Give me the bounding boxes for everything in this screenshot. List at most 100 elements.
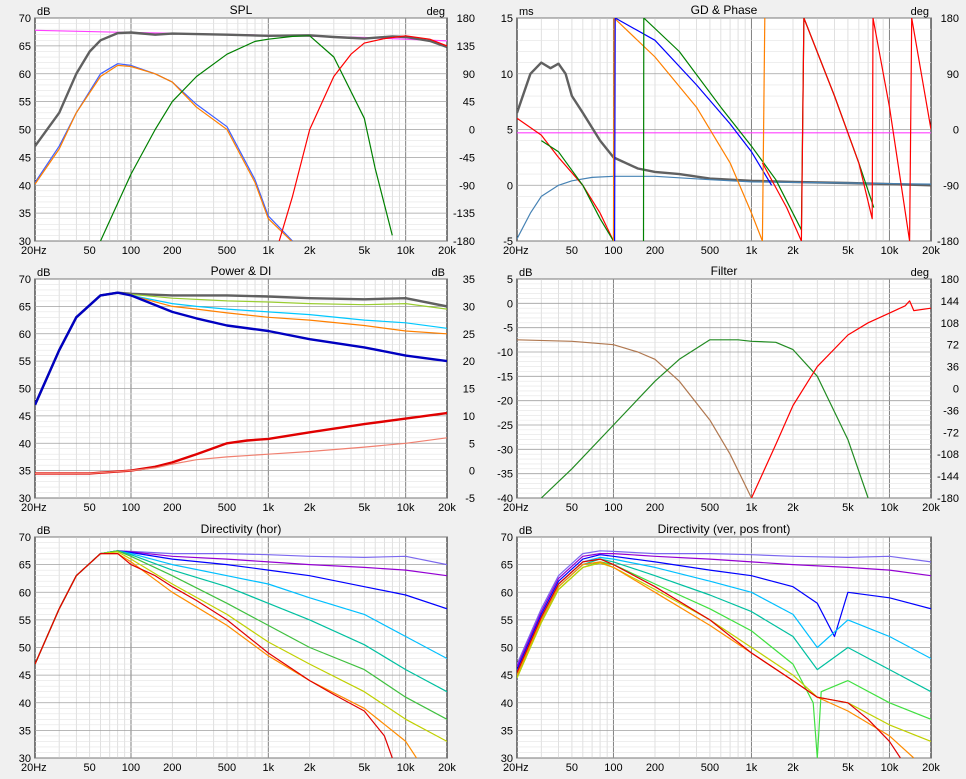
chart-title: SPL bbox=[230, 3, 253, 17]
x-tick-label: 500 bbox=[218, 502, 236, 514]
x-tick-label: 200 bbox=[646, 245, 664, 257]
y2-tick-label: 36 bbox=[947, 362, 959, 374]
y2-tick-label: 5 bbox=[469, 438, 475, 450]
x-tick-label: 100 bbox=[604, 245, 622, 257]
y-tick-label: 70 bbox=[19, 532, 31, 544]
series-line bbox=[517, 554, 931, 670]
x-tick-label: 100 bbox=[122, 502, 140, 514]
y2-tick-label: 135 bbox=[457, 41, 475, 53]
y2-tick-label: -180 bbox=[937, 236, 959, 248]
chart-panel: SPL dB deg 30 35 40 45 50 55 60 65 70 -180 -135 -90 -45… bbox=[19, 3, 475, 257]
x-tick-label: 200 bbox=[163, 245, 181, 257]
series-line bbox=[35, 64, 293, 241]
y-tick-label: 55 bbox=[501, 615, 513, 627]
x-tick-label: 20k bbox=[438, 762, 456, 774]
y-tick-label: 50 bbox=[19, 643, 31, 655]
x-tick-label: 10k bbox=[881, 502, 899, 514]
y-tick-label: 0 bbox=[507, 298, 513, 310]
x-tick-label: 20k bbox=[922, 245, 940, 257]
x-tick-label: 10k bbox=[881, 245, 899, 257]
y-tick-label: 60 bbox=[19, 587, 31, 599]
y-tick-label: 50 bbox=[19, 125, 31, 137]
x-tick-label: 100 bbox=[604, 762, 622, 774]
x-tick-label: 10k bbox=[397, 245, 415, 257]
x-tick-label: 50 bbox=[566, 762, 578, 774]
series-line bbox=[35, 553, 393, 758]
y2-tick-label: 72 bbox=[947, 340, 959, 352]
chart-panel: Directivity (hor) dB 30 35 40 45 50 55 60 65 70 20H… bbox=[19, 522, 457, 774]
y2-tick-label: 180 bbox=[457, 13, 475, 25]
y-tick-label: 5 bbox=[507, 274, 513, 286]
y-tick-label: 65 bbox=[19, 301, 31, 313]
x-tick-label: 5k bbox=[359, 502, 371, 514]
y-tick-label: -20 bbox=[497, 396, 513, 408]
y2-tick-label: 25 bbox=[463, 329, 475, 341]
y-tick-label: -10 bbox=[497, 347, 513, 359]
y-tick-label: -30 bbox=[497, 444, 513, 456]
x-tick-label: 1k bbox=[746, 245, 758, 257]
x-tick-label: 50 bbox=[566, 502, 578, 514]
y2-axis-unit: deg bbox=[911, 6, 929, 18]
x-tick-label: 100 bbox=[604, 502, 622, 514]
x-tick-label: 20k bbox=[922, 762, 940, 774]
x-tick-label: 100 bbox=[122, 245, 140, 257]
x-tick-label: 20k bbox=[438, 502, 456, 514]
series-line bbox=[35, 437, 447, 474]
x-tick-label: 5k bbox=[359, 245, 371, 257]
y-axis-unit: dB bbox=[519, 267, 532, 279]
x-tick-label: 200 bbox=[646, 502, 664, 514]
series-line bbox=[517, 339, 753, 498]
y2-tick-label: 144 bbox=[941, 296, 959, 308]
x-tick-label: 50 bbox=[566, 245, 578, 257]
chart-panel: GD & Phase ms deg -5 0 5 10 15 -180 -90 0 90 180 20Hz… bbox=[501, 3, 959, 257]
y-tick-label: 45 bbox=[19, 152, 31, 164]
series-line bbox=[517, 175, 931, 240]
y2-tick-label: 0 bbox=[953, 125, 959, 137]
chart-title: Directivity (hor) bbox=[201, 522, 282, 536]
y-tick-label: 15 bbox=[501, 13, 513, 25]
y2-tick-label: -45 bbox=[459, 152, 475, 164]
series-line bbox=[614, 18, 773, 241]
x-tick-label: 20k bbox=[922, 502, 940, 514]
x-tick-label: 2k bbox=[304, 245, 316, 257]
chart-panel: Directivity (ver, pos front) dB 30 35 40 45 50… bbox=[501, 522, 941, 774]
y-tick-label: 30 bbox=[19, 493, 31, 505]
x-tick-label: 2k bbox=[304, 762, 316, 774]
x-tick-label: 200 bbox=[646, 762, 664, 774]
y-tick-label: -5 bbox=[503, 236, 513, 248]
series-line bbox=[750, 300, 931, 498]
y2-tick-label: 180 bbox=[941, 274, 959, 286]
series-line bbox=[35, 31, 447, 147]
y2-axis-unit: dB bbox=[432, 267, 445, 279]
x-tick-label: 1k bbox=[263, 762, 275, 774]
y-tick-label: 45 bbox=[501, 670, 513, 682]
y2-tick-label: -90 bbox=[459, 180, 475, 192]
y-tick-label: 35 bbox=[501, 725, 513, 737]
y2-tick-label: 0 bbox=[953, 384, 959, 396]
y-tick-label: 55 bbox=[19, 615, 31, 627]
x-tick-label: 10k bbox=[397, 502, 415, 514]
x-tick-label: 50 bbox=[84, 245, 96, 257]
y2-tick-label: 108 bbox=[941, 318, 959, 330]
y-axis-unit: dB bbox=[37, 267, 50, 279]
y-tick-label: 55 bbox=[19, 97, 31, 109]
x-tick-label: 50 bbox=[84, 502, 96, 514]
y-axis-unit: dB bbox=[519, 525, 532, 537]
series-line bbox=[517, 553, 931, 668]
y2-axis-unit: deg bbox=[427, 6, 445, 18]
y-tick-label: 55 bbox=[19, 356, 31, 368]
y-tick-label: 60 bbox=[19, 329, 31, 341]
y-tick-label: 65 bbox=[501, 560, 513, 572]
y-tick-label: 50 bbox=[501, 643, 513, 655]
series-line bbox=[278, 35, 447, 241]
chart-title: GD & Phase bbox=[691, 3, 758, 17]
y2-tick-label: 0 bbox=[469, 125, 475, 137]
x-tick-label: 200 bbox=[163, 502, 181, 514]
y-axis-unit: dB bbox=[37, 6, 50, 18]
y-tick-label: 35 bbox=[19, 466, 31, 478]
y2-tick-label: -108 bbox=[937, 449, 959, 461]
series-line bbox=[761, 18, 931, 241]
y2-tick-label: 10 bbox=[463, 411, 475, 423]
y2-tick-label: -144 bbox=[937, 471, 959, 483]
